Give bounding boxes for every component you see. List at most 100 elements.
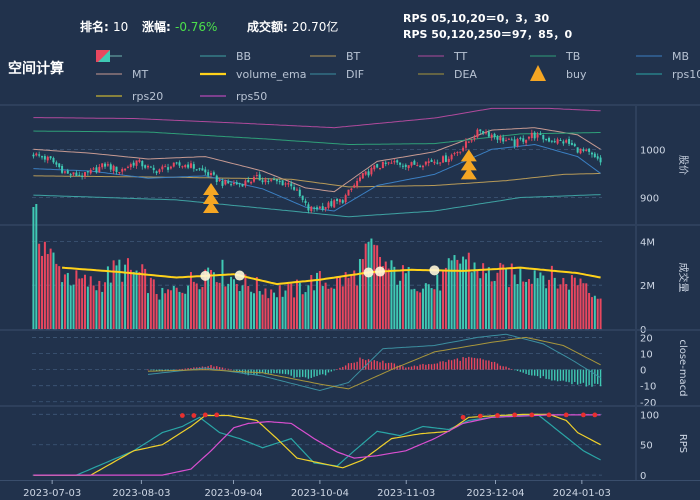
price-candle [104,163,107,167]
volume-bar [235,284,238,329]
macd-histogram-bar [390,362,393,370]
volume-bar [436,274,439,329]
price-candle [258,174,261,181]
volume-bar [453,255,456,329]
macd-histogram-bar [456,358,459,370]
macd-histogram-bar [402,366,404,370]
volume-bar [61,282,64,329]
macd-histogram-bar [259,369,261,374]
volume-highlight-dot [429,265,440,276]
price-candle [399,162,402,165]
volume-bar [187,285,190,329]
price-candle [539,134,542,136]
volume-bar [456,259,459,329]
volume-bar [261,294,264,329]
buy-signal-marker [203,201,220,214]
price-candle [548,137,551,142]
price-candle [467,141,470,143]
macd-histogram-bar [588,369,590,386]
macd-histogram-bar [551,369,553,381]
volume-bar [421,288,424,329]
volume-bar [324,282,327,329]
volume-bar [175,287,178,329]
macd-histogram-bar [287,369,290,375]
price-candle [32,154,35,157]
volume-bar [527,279,530,329]
price-candle [310,206,313,212]
price-candle [101,163,104,168]
rps-panel: 0 50 100 RPS [0,405,700,482]
macd-histogram-bar [164,369,166,371]
volume-bar [86,286,89,329]
volume-bar [192,281,195,329]
macd-histogram-bar [336,369,338,370]
macd-histogram-bar [493,361,496,370]
volume-bar [255,277,258,329]
macd-histogram-bar [542,369,544,377]
macd-histogram-bar [453,359,456,370]
price-candle [275,179,278,182]
macd-histogram-bar [296,369,298,378]
volume-bar [599,298,602,329]
volume-bar [109,282,112,329]
price-candle [333,200,336,208]
price-candle [427,161,430,164]
price-candle [510,139,513,141]
volume-bar [89,276,92,329]
price-candle [63,171,66,173]
price-tick-label: 900 [640,194,659,205]
macd-histogram-bar [499,365,502,370]
price-candle [61,165,64,173]
price-candle [553,141,556,143]
price-candle [261,180,264,183]
volume-panel: 02M4M成交量 [0,203,700,336]
price-candle [273,179,276,181]
price-candle [376,164,379,168]
macd-histogram-bar [574,369,576,382]
volume-tick-label: 4M [640,237,655,248]
chart-legend: BB BT TT TB MB MT volume_ema DIF DEA buy rps10 rps2… [96,50,700,103]
volume-bar [101,291,104,329]
volume-bar [227,283,230,329]
volume-bar [487,267,490,329]
x-tick-label: 2023-12-04 [466,488,524,499]
volume-bar [141,264,144,329]
volume-bar [367,242,370,329]
volume-bar [69,285,72,329]
price-candle [450,154,453,160]
price-line-MT [33,127,601,193]
volume-bar [341,286,344,329]
volume-bar [81,278,84,329]
price-candle [588,148,591,152]
macd-histogram-bar [187,368,189,370]
volume-bar [66,272,69,329]
volume-bar [275,297,278,329]
price-candle [192,164,195,169]
price-candle [307,204,310,211]
volume-bar [530,283,533,329]
x-tick-label: 2023-10-04 [291,488,349,499]
price-candle [164,166,167,168]
macd-histogram-bar [565,369,567,382]
price-line-TB [33,130,601,145]
volume-bar [287,284,290,329]
price-candle [92,168,95,170]
change-value: -0.76% [175,20,218,34]
price-candle [379,168,382,170]
volume-bar [304,292,307,329]
price-candle [456,152,459,154]
volume-bar [232,279,235,329]
volume-bar [370,238,373,329]
price-candle [338,199,341,203]
macd-histogram-bar [582,369,585,383]
macd-histogram-bar [155,369,158,371]
price-candle [109,164,112,170]
macd-histogram-bar [270,369,272,374]
price-candle [46,156,49,161]
macd-histogram-bar [568,369,570,383]
price-candle [384,162,387,164]
volume-bar [273,292,276,329]
price-candle [347,189,350,196]
volume-bar [49,248,52,329]
price-candle [590,152,593,155]
